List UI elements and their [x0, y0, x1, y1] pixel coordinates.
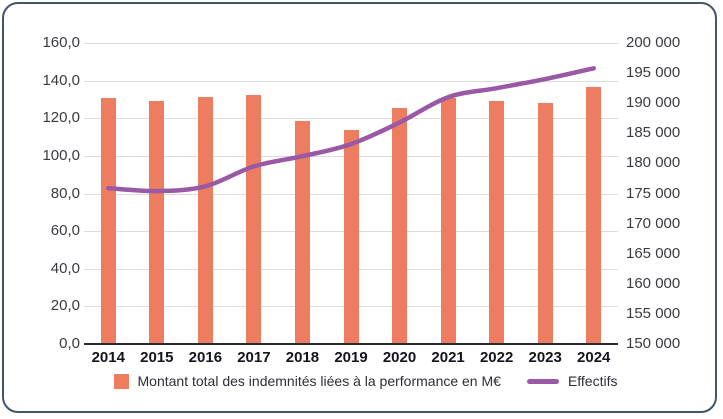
bar-2019 [343, 130, 359, 344]
right-axis-tick-label: 170 000 [626, 214, 681, 232]
x-label-2023: 2023 [528, 349, 562, 366]
bar-2016 [197, 96, 213, 344]
right-axis-tick-label: 175 000 [626, 184, 681, 202]
bar-2015 [149, 101, 165, 344]
effectifs-line [106, 66, 596, 194]
right-axis-tick-label: 165 000 [626, 244, 681, 262]
bar-2018 [294, 121, 310, 344]
x-label-2014: 2014 [91, 349, 125, 366]
left-axis-tick-label: 160,0 [42, 34, 80, 51]
right-axis-tick-label: 155 000 [626, 304, 681, 322]
chart-frame: 160,0 140,0 120,0 100,0 80,0 60,0 40,0 20,0 0,0 … [2, 2, 717, 413]
left-axis-tick-label: 0,0 [59, 335, 80, 352]
gridline [84, 118, 618, 120]
x-label-2015: 2015 [140, 349, 174, 366]
right-axis-tick-label: 150 000 [626, 335, 681, 352]
left-axis-tick-label: 80,0 [50, 184, 80, 202]
right-axis-tick-label: 160 000 [626, 274, 681, 292]
line-legend-swatch [526, 378, 559, 384]
line-legend-label: Effectifs [567, 373, 618, 389]
gridline [84, 43, 618, 44]
x-label-2018: 2018 [285, 349, 320, 366]
bar-legend-swatch [113, 373, 129, 389]
x-label-2024: 2024 [577, 349, 611, 366]
bar-2020 [392, 107, 408, 344]
left-axis-tick-label: 100,0 [42, 146, 80, 164]
gridline [84, 80, 618, 82]
x-label-2021: 2021 [431, 349, 465, 366]
x-label-2017: 2017 [237, 349, 271, 366]
x-label-2022: 2022 [479, 349, 514, 366]
left-axis-tick-label: 20,0 [50, 297, 80, 315]
right-axis-tick-label: 190 000 [626, 94, 681, 112]
legend-item-line: Effectifs [526, 373, 618, 389]
bar-2023 [537, 103, 553, 344]
x-label-2020: 2020 [382, 349, 417, 366]
bar-2014 [100, 98, 116, 344]
x-axis-line [84, 343, 618, 345]
bar-2022 [489, 100, 505, 344]
legend-item-bar: Montant total des indemnités liées à la … [113, 373, 501, 389]
left-axis-tick-label: 40,0 [50, 259, 80, 277]
bar-2017 [246, 94, 262, 344]
x-label-2019: 2019 [334, 349, 368, 366]
right-axis-tick-label: 200 000 [626, 34, 681, 51]
line-series [106, 66, 596, 194]
right-axis-tick-label: 195 000 [626, 64, 681, 82]
left-axis-tick-label: 120,0 [42, 109, 80, 127]
bar-legend-label: Montant total des indemnités liées à la … [137, 373, 501, 389]
bar-2024 [586, 86, 602, 344]
legend: Montant total des indemnités liées à la … [4, 373, 723, 389]
x-label-2016: 2016 [188, 349, 223, 366]
bar-2021 [440, 98, 456, 344]
plot-area [84, 43, 618, 344]
right-axis-tick-label: 180 000 [626, 154, 681, 172]
left-axis-tick-label: 60,0 [50, 222, 80, 240]
right-axis-tick-label: 185 000 [626, 124, 681, 142]
left-axis-tick-label: 140,0 [42, 71, 80, 89]
